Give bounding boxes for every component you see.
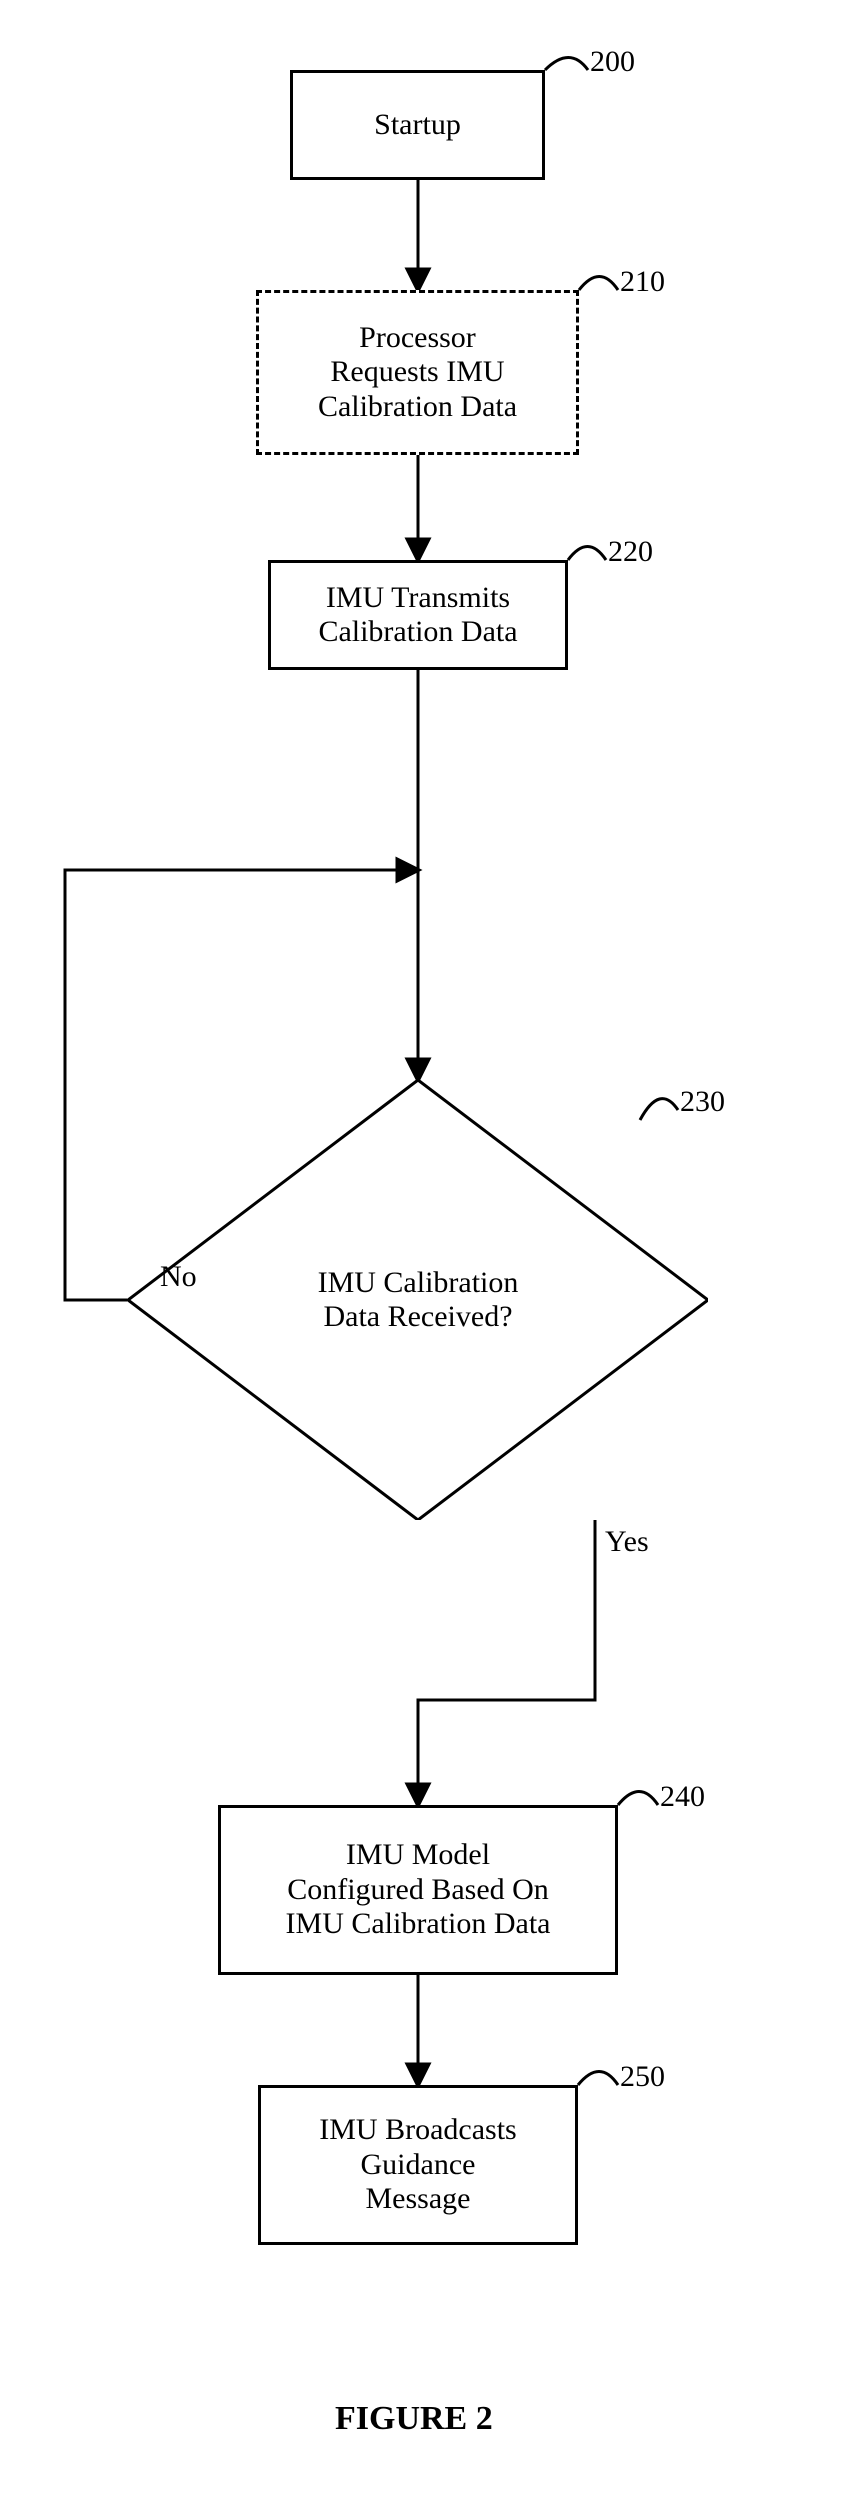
leader-lc200 xyxy=(545,58,588,71)
figure-caption: FIGURE 2 xyxy=(335,2400,493,2438)
node-text: IMU Model Configured Based On IMU Calibr… xyxy=(286,1838,551,1942)
edge-label-yes: Yes xyxy=(605,1525,649,1559)
label-200: 200 xyxy=(590,45,635,79)
edge-label-no: No xyxy=(160,1260,197,1294)
leader-lc220 xyxy=(568,547,606,561)
flowchart-canvas: Startup Processor Requests IMU Calibrati… xyxy=(0,0,855,2499)
node-imu-transmits: IMU Transmits Calibration Data xyxy=(268,560,568,670)
label-220: 220 xyxy=(608,535,653,569)
node-text: IMU Transmits Calibration Data xyxy=(318,581,517,650)
node-text: IMU Calibration Data Received? xyxy=(318,1266,519,1335)
label-230: 230 xyxy=(680,1085,725,1119)
leader-lc210 xyxy=(579,277,618,291)
node-processor-requests: Processor Requests IMU Calibration Data xyxy=(256,290,579,455)
node-text: Processor Requests IMU Calibration Data xyxy=(318,321,517,425)
label-240: 240 xyxy=(660,1780,705,1814)
node-text: IMU Broadcasts Guidance Message xyxy=(319,2113,516,2217)
leader-lc250 xyxy=(578,2072,618,2086)
edge-e5 xyxy=(418,1520,595,1805)
node-decision: IMU Calibration Data Received? xyxy=(128,1080,708,1520)
label-250: 250 xyxy=(620,2060,665,2094)
node-imu-model-configured: IMU Model Configured Based On IMU Calibr… xyxy=(218,1805,618,1975)
node-text: Startup xyxy=(374,108,461,143)
leader-lc240 xyxy=(618,1792,658,1806)
label-210: 210 xyxy=(620,265,665,299)
node-imu-broadcasts: IMU Broadcasts Guidance Message xyxy=(258,2085,578,2245)
node-startup: Startup xyxy=(290,70,545,180)
